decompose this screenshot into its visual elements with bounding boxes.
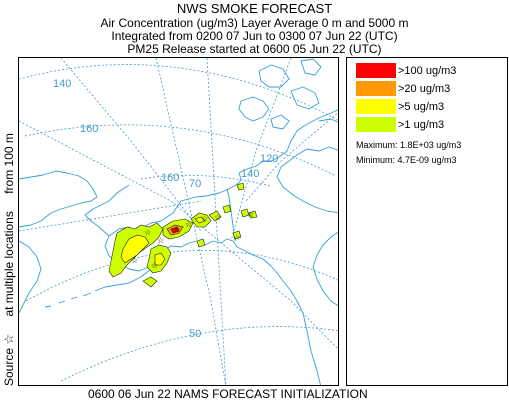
smoke-plume — [194, 216, 206, 224]
seward-coast — [84, 184, 130, 237]
integration-period: Integrated from 0200 07 Jun to 0300 07 J… — [111, 29, 398, 43]
source-star-icon: ☆ — [173, 225, 180, 234]
smoke-plume — [120, 234, 150, 264]
meridian-line — [230, 58, 292, 242]
meridian-line — [245, 112, 338, 202]
forecast-initialization: 0600 06 Jun 22 NAMS FORECAST INITIALIZAT… — [88, 387, 368, 401]
release-start: PM25 Release started at 0600 05 Jun 22 (… — [127, 42, 382, 56]
height-label: from 100 m — [2, 133, 16, 194]
source-star-icon: ☆ — [144, 228, 151, 237]
smoke-plume — [240, 208, 250, 218]
lon-label: 120 — [260, 153, 278, 165]
source-star-icon: ☆ — [157, 236, 164, 245]
map-panel: ☆ ☆ ☆ ☆ ☆ ☆ ☆ ☆ ☆ ☆ 140 160 160 70 140 1… — [18, 57, 339, 386]
meridian-line — [19, 200, 202, 232]
arctic-island — [318, 118, 338, 123]
alaska-coast-north — [108, 109, 338, 237]
smoke-plumes — [108, 182, 258, 288]
smoke-plume — [196, 238, 206, 248]
alaska-coast-south — [104, 235, 321, 385]
legend-label: >5 ug/m3 — [398, 101, 445, 113]
source-star-icon: ☆ — [185, 220, 192, 229]
legend-panel: >100 ug/m3 >20 ug/m3 >5 ug/m3 >1 ug/m3 M… — [346, 57, 508, 386]
legend-swatch — [356, 81, 396, 96]
legend-label: >20 ug/m3 — [398, 83, 451, 95]
chukotka-coast — [19, 170, 98, 228]
source-star-icon: ☆ — [201, 214, 208, 223]
lon-label: 160 — [161, 172, 179, 184]
arctic-island — [290, 86, 320, 110]
smoke-plume — [248, 210, 258, 219]
graticule — [19, 58, 338, 385]
legend-label: >100 ug/m3 — [398, 65, 457, 77]
smoke-plume — [142, 276, 158, 288]
lon-label: 140 — [53, 78, 71, 90]
parallel-line — [19, 64, 338, 121]
legend-minimum: Minimum: 4.7E-09 ug/m3 — [356, 155, 457, 165]
map-title: NWS SMOKE FORECAST — [176, 1, 333, 16]
source-star-icon: ☆ — [233, 233, 240, 242]
source-label: Source ☆ — [2, 333, 16, 386]
smoke-plume — [222, 204, 232, 214]
kamchatka-coast — [19, 240, 42, 314]
meridian-line — [60, 58, 202, 232]
legend-maximum: Maximum: 1.8E+03 ug/m3 — [356, 140, 462, 150]
lat-label: 50 — [189, 328, 201, 340]
arctic-island — [270, 114, 290, 130]
source-star-icon: ☆ — [247, 210, 254, 219]
parallel-line — [25, 250, 338, 302]
smoke-plume — [232, 230, 242, 240]
arctic-island — [238, 96, 270, 122]
legend-label: >1 ug/m3 — [398, 119, 445, 131]
source-star-icon: ☆ — [131, 256, 138, 265]
parallel-line — [24, 124, 337, 177]
smoke-plume — [170, 226, 180, 234]
source-star-icon: ☆ — [151, 261, 158, 270]
concentration-subtitle: Air Concentration (ug/m3) Layer Average … — [100, 16, 409, 30]
smoke-plume — [154, 252, 166, 266]
aleutian-islands — [44, 292, 92, 308]
smoke-plume — [208, 210, 222, 222]
lon-label: 140 — [241, 168, 259, 180]
arctic-island — [300, 58, 322, 76]
canada-coast — [276, 146, 338, 214]
parallel-line — [140, 174, 272, 187]
lon-label: 160 — [80, 123, 98, 135]
legend-swatch — [356, 117, 396, 132]
source-markers: ☆ ☆ ☆ ☆ ☆ ☆ ☆ ☆ ☆ ☆ — [131, 210, 254, 270]
source-star-icon: ☆ — [214, 213, 221, 222]
legend-swatch — [356, 99, 396, 114]
arctic-island — [258, 64, 290, 88]
lat-label: 70 — [189, 178, 201, 190]
bc-coast — [312, 231, 338, 307]
legend-swatch — [356, 63, 396, 78]
locations-label: at multiple locations — [2, 211, 16, 317]
meridian-line — [155, 58, 227, 385]
graticule-labels: 140 160 160 70 140 120 50 — [53, 78, 278, 340]
source-description: Source ☆ at multiple locations from 100 … — [1, 57, 17, 386]
smoke-plume — [236, 182, 245, 191]
map-canvas: ☆ ☆ ☆ ☆ ☆ ☆ ☆ ☆ ☆ ☆ 140 160 160 70 140 1… — [19, 58, 338, 385]
meridian-line — [206, 58, 227, 385]
meridian-line — [19, 120, 338, 350]
parallel-line — [60, 326, 338, 382]
